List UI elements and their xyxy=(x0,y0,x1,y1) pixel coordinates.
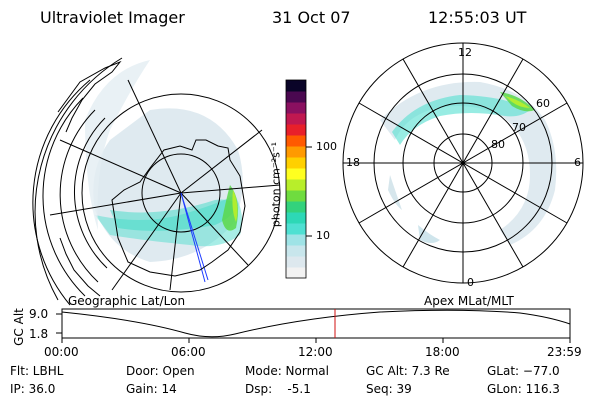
colorbar-segment xyxy=(286,80,306,92)
plot-xtick-1800: 18:00 xyxy=(425,345,460,359)
colorbar-segment xyxy=(286,113,306,125)
colorbar-segment xyxy=(286,179,306,191)
colorbar-segment xyxy=(286,91,306,103)
mlat-label-70: 70 xyxy=(512,121,526,134)
colorbar-segment xyxy=(286,234,306,246)
plot-ytick-high: 9.0 xyxy=(29,307,49,321)
plot-ylabel: GC Alt xyxy=(12,308,26,346)
mlt-label-6: 6 xyxy=(574,156,581,169)
mlt-label-0: 0 xyxy=(467,276,474,289)
info-glon: GLon: 116.3 xyxy=(487,382,560,396)
colorbar-segment xyxy=(286,201,306,213)
plot-xtick-0600: 06:00 xyxy=(171,345,206,359)
info-mode: Mode: Normal xyxy=(245,364,329,378)
mlt-label-18: 18 xyxy=(346,156,360,169)
time-label: 12:55:03 UT xyxy=(428,8,527,27)
colorbar-segment xyxy=(286,223,306,235)
colorbar-segment xyxy=(286,124,306,136)
plot-xtick-0000: 00:00 xyxy=(44,345,79,359)
colorbar-tick-100: 100 xyxy=(316,140,337,153)
info-ip: IP: 36.0 xyxy=(10,382,56,396)
info-glat: GLat: −77.0 xyxy=(487,364,560,378)
info-seq: Seq: 39 xyxy=(366,382,412,396)
colorbar-segment xyxy=(286,267,306,279)
colorbar-segment xyxy=(286,245,306,257)
colorbar-segment xyxy=(286,168,306,180)
geo-map-label: Geographic Lat/Lon xyxy=(68,294,186,308)
colorbar-segment xyxy=(286,157,306,169)
geographic-map xyxy=(32,57,281,306)
colorbar-segment xyxy=(286,135,306,147)
colorbar-segment xyxy=(286,102,306,114)
info-dsp: Dsp: -5.1 xyxy=(245,382,311,396)
info-gc-alt: GC Alt: 7.3 Re xyxy=(366,364,450,378)
info-door: Door: Open xyxy=(126,364,195,378)
apex-map-label: Apex MLat/MLT xyxy=(424,294,514,308)
color-scale-bar xyxy=(285,79,312,279)
apex-map xyxy=(342,42,584,284)
plot-xtick-1200: 12:00 xyxy=(298,345,333,359)
plot-xtick-2359: 23:59 xyxy=(547,345,582,359)
date-label: 31 Oct 07 xyxy=(272,8,351,27)
mlt-label-12: 12 xyxy=(458,46,472,59)
mlat-label-60: 60 xyxy=(536,97,550,110)
instrument-title: Ultraviolet Imager xyxy=(40,8,185,27)
info-flt: Flt: LBHL xyxy=(10,364,64,378)
colorbar-segment xyxy=(286,212,306,224)
info-gain: Gain: 14 xyxy=(126,382,177,396)
colorbar-segment xyxy=(286,146,306,158)
mlat-label-80: 80 xyxy=(491,138,505,151)
altitude-plot xyxy=(56,308,571,343)
plot-ytick-low: 1.8 xyxy=(29,327,49,341)
colorbar-unit-label: photon cm⁻²s⁻¹ xyxy=(269,141,283,228)
colorbar-segment xyxy=(286,190,306,202)
colorbar-tick-10: 10 xyxy=(316,229,330,242)
colorbar-segment xyxy=(286,256,306,268)
